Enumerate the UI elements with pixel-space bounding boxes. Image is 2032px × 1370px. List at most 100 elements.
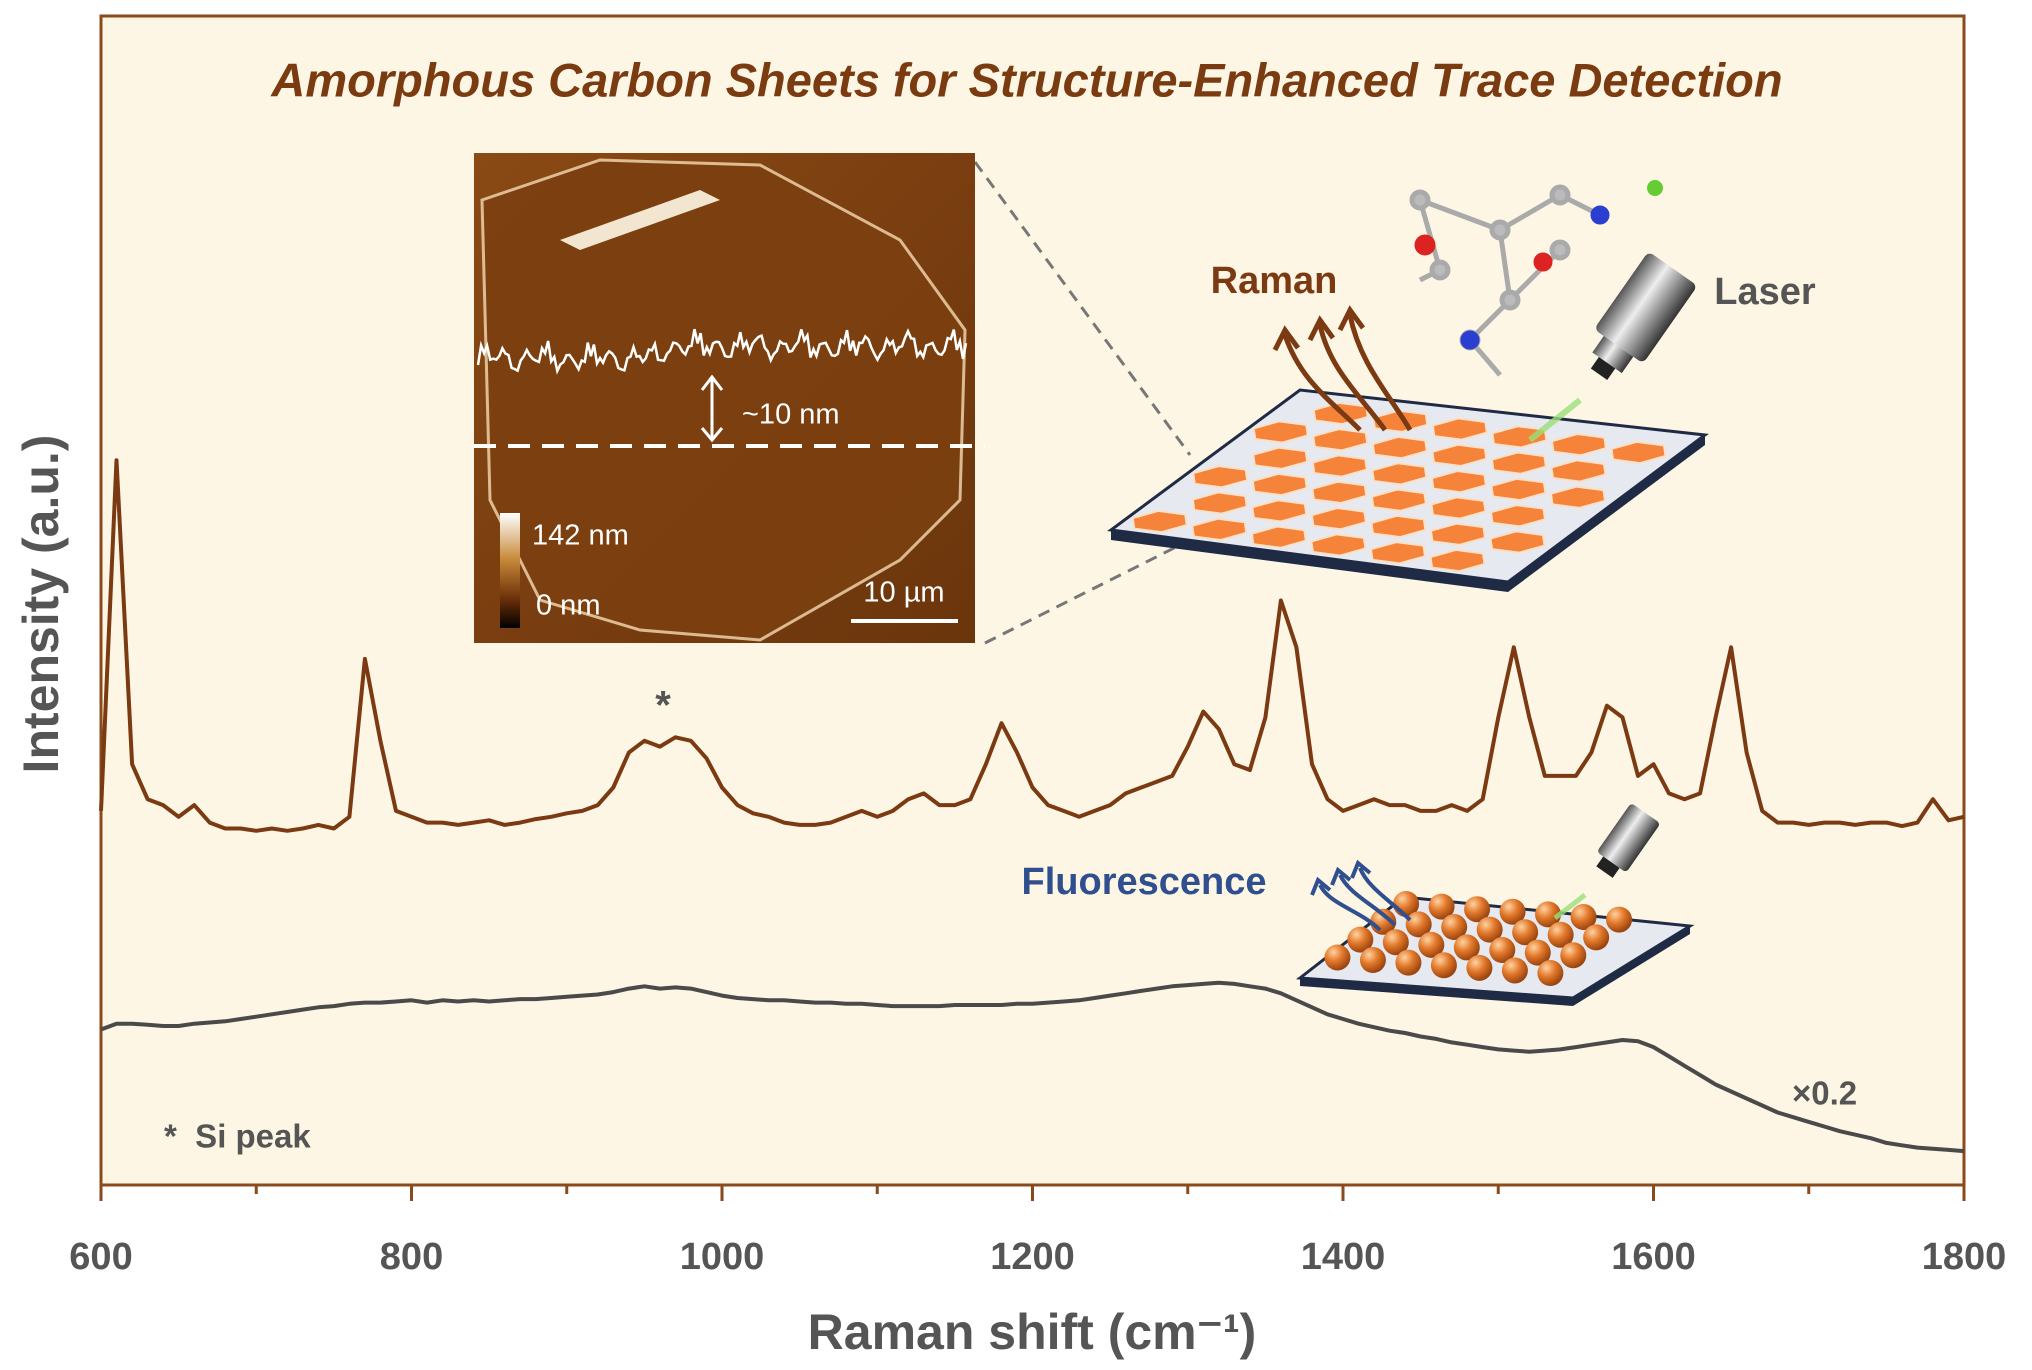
hexagon <box>1300 480 1378 505</box>
hexagon <box>1299 533 1377 558</box>
hexagon <box>1480 451 1558 476</box>
plate-edge <box>1111 435 1705 592</box>
hexagon <box>1361 435 1439 460</box>
sphere <box>1512 919 1539 946</box>
x-tick-label: 800 <box>380 1236 443 1278</box>
sphere <box>1405 911 1432 938</box>
counter-ion <box>1647 180 1663 196</box>
spectrum-line <box>100 980 1965 1154</box>
molecule <box>1409 184 1610 377</box>
sphere <box>1441 914 1468 941</box>
hexagon <box>1479 503 1557 528</box>
hexagon <box>1479 530 1557 555</box>
raman-arrows <box>1272 305 1413 432</box>
hexagon <box>1301 427 1379 452</box>
si-marker: * <box>655 684 671 728</box>
height-profile <box>476 328 968 375</box>
sphere-layer <box>1324 890 1633 987</box>
sphere <box>1476 916 1503 943</box>
laser-label: Laser <box>1714 271 1816 313</box>
sphere <box>1499 898 1526 925</box>
profile-height: ~10 nm <box>742 399 840 431</box>
hexagon <box>1600 440 1678 465</box>
colorbar <box>500 513 520 628</box>
x-tick-label: 1400 <box>1301 1236 1386 1278</box>
sphere <box>1418 931 1445 958</box>
sphere <box>1535 901 1562 928</box>
sphere <box>1359 947 1386 974</box>
x-tick-label: 600 <box>69 1236 132 1278</box>
hexagon <box>1180 517 1258 542</box>
sphere <box>1547 921 1574 948</box>
sphere <box>1324 944 1351 971</box>
sphere <box>1382 929 1409 956</box>
hexagon <box>1360 488 1438 513</box>
hexagon <box>1539 485 1617 510</box>
laser <box>1590 253 1696 380</box>
hexagon <box>1241 472 1319 497</box>
chart-title: Amorphous Carbon Sheets for Structure-En… <box>270 53 1782 106</box>
height-arrow <box>700 374 724 443</box>
sphere <box>1489 937 1516 964</box>
hexagon <box>1181 491 1259 516</box>
sphere <box>1395 949 1422 976</box>
hexagon <box>1421 417 1499 442</box>
hexagon <box>1241 446 1319 471</box>
hexagon <box>1420 469 1498 494</box>
spectrum-line <box>99 458 1965 833</box>
hexagon-layer <box>1121 397 1678 577</box>
fluorescence-label: Fluorescence <box>1022 861 1267 903</box>
sphere <box>1453 934 1480 961</box>
scale-bar-label: 10 µm <box>863 577 944 609</box>
hexagon <box>1419 522 1497 547</box>
hexagon <box>1121 509 1199 534</box>
fluorescence-arrows <box>1310 859 1412 932</box>
hexagon <box>1420 443 1498 468</box>
colorbar-max: 142 nm <box>532 520 629 552</box>
sphere <box>1524 939 1551 966</box>
sphere <box>1606 906 1633 933</box>
x-axis-label: Raman shift (cm⁻¹) <box>808 1304 1257 1360</box>
laser-beam <box>1553 893 1587 920</box>
hexagon <box>1419 548 1497 573</box>
x-tick-label: 1800 <box>1922 1236 2007 1278</box>
hexagon <box>1240 498 1318 523</box>
afm-fold <box>560 190 720 250</box>
si-note: * Si peak <box>164 1118 311 1155</box>
hexagon <box>1300 506 1378 531</box>
hexagon <box>1181 464 1259 489</box>
laser-beam <box>1528 397 1582 443</box>
scale-factor: ×0.2 <box>1792 1075 1857 1112</box>
sphere <box>1464 896 1491 923</box>
sphere <box>1570 903 1597 930</box>
sphere <box>1466 954 1493 981</box>
hexagon <box>1359 540 1437 565</box>
series-layer <box>99 458 1965 1154</box>
sphere <box>1501 957 1528 984</box>
raman-label: Raman <box>1211 260 1338 302</box>
afm-sheet <box>480 158 967 642</box>
x-tick-label: 1200 <box>990 1236 1075 1278</box>
laser <box>1596 804 1659 878</box>
hexagon <box>1540 432 1618 457</box>
y-axis-label: Intensity (a.u.) <box>13 435 69 774</box>
hexagon <box>1359 514 1437 539</box>
hexagon <box>1240 525 1318 550</box>
hexagon <box>1480 477 1558 502</box>
sphere <box>1347 926 1374 953</box>
hexagon <box>1301 454 1379 479</box>
colorbar-min: 0 nm <box>536 590 600 622</box>
zoom-line <box>984 538 1191 645</box>
hexagon <box>1242 420 1320 445</box>
sphere <box>1428 893 1455 920</box>
sphere <box>1430 952 1457 979</box>
x-tick-label: 1600 <box>1611 1236 1696 1278</box>
plot-frame <box>99 14 1966 1187</box>
hexagon <box>1540 459 1618 484</box>
sphere <box>1560 942 1587 969</box>
hexagon <box>1420 496 1498 521</box>
hexagon <box>1360 461 1438 486</box>
zoom-line <box>973 161 1192 456</box>
sphere <box>1537 960 1564 987</box>
